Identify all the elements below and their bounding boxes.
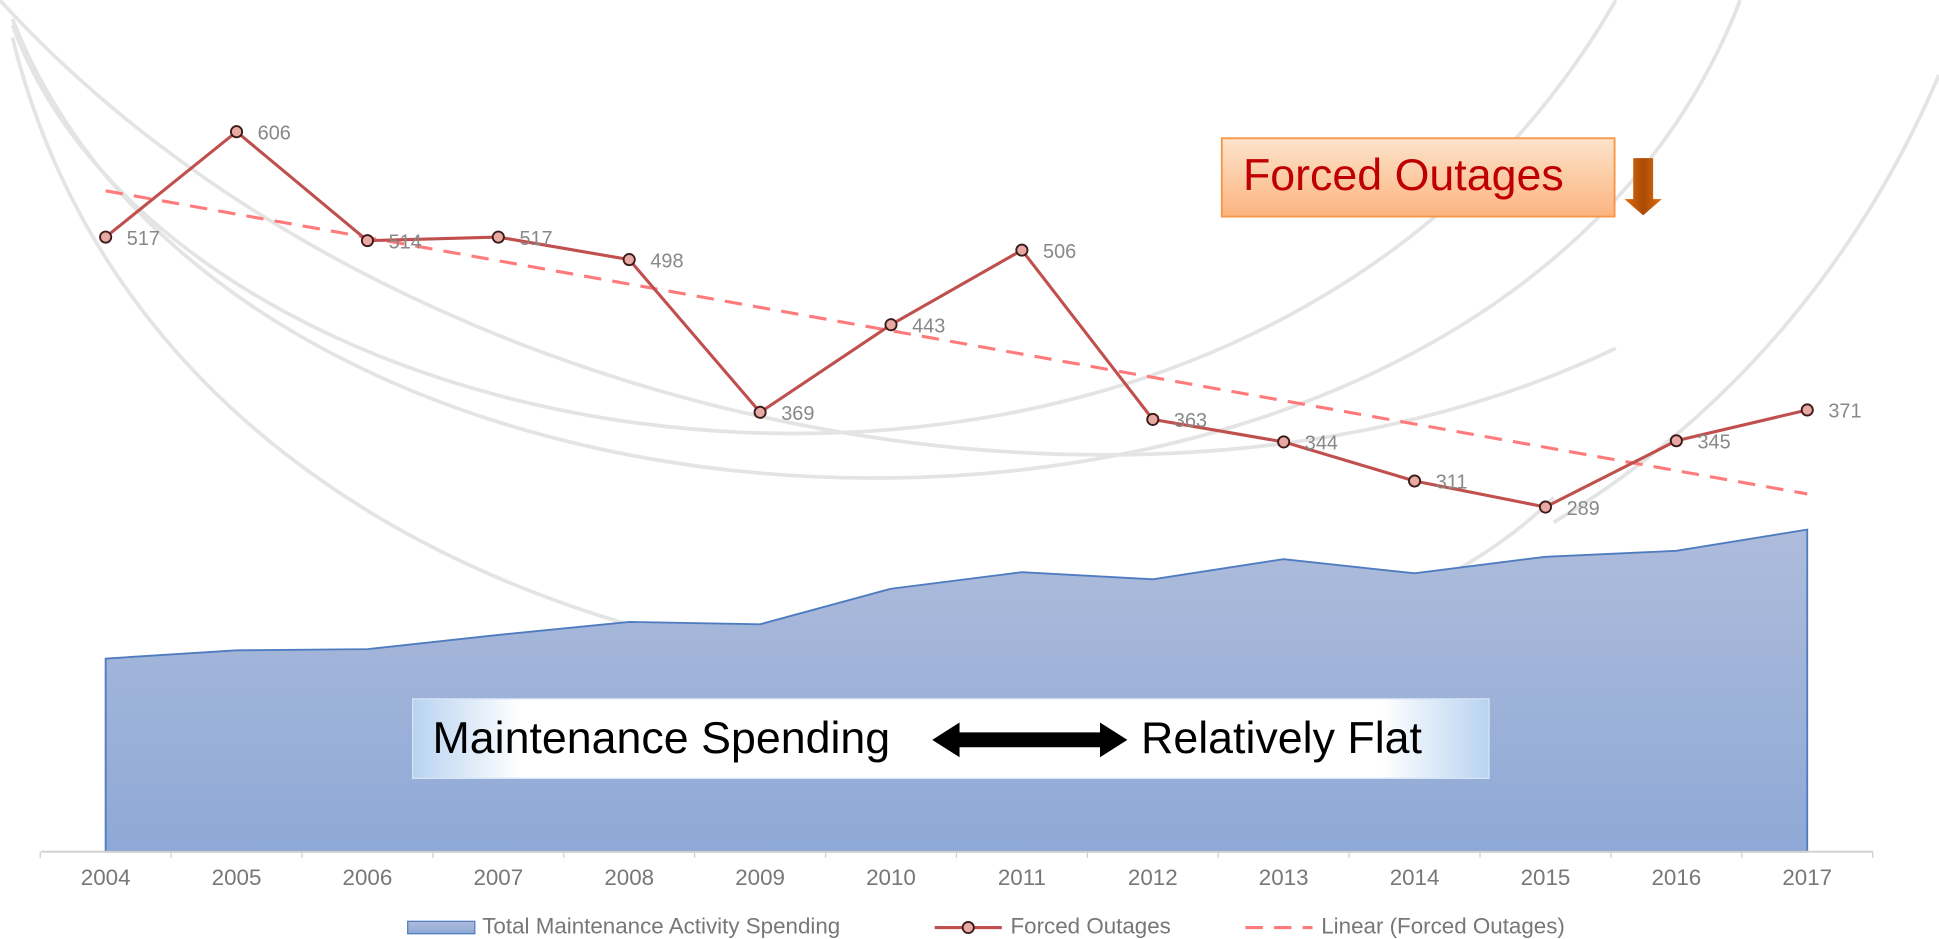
legend-swatch xyxy=(407,920,476,935)
callout-text: Relatively Flat xyxy=(1141,713,1422,763)
data-label: 498 xyxy=(650,250,683,272)
marker xyxy=(1146,412,1160,426)
marker xyxy=(622,253,636,267)
x-tick-label: 2010 xyxy=(866,865,916,890)
forced-outages-callout: Forced Outages xyxy=(1220,137,1662,218)
x-tick-label: 2008 xyxy=(604,865,654,890)
marker xyxy=(1669,434,1683,448)
data-label: 371 xyxy=(1828,401,1861,423)
x-tick-label: 2016 xyxy=(1651,865,1701,890)
marker xyxy=(491,230,505,244)
legend-label: Total Maintenance Activity Spending xyxy=(482,913,840,938)
x-tick-label: 2004 xyxy=(81,865,131,890)
marker xyxy=(230,125,244,139)
data-label: 289 xyxy=(1567,498,1600,520)
x-tick-label: 2015 xyxy=(1521,865,1571,890)
data-label: 606 xyxy=(258,122,291,144)
marker xyxy=(1538,500,1552,514)
x-tick-label: 2009 xyxy=(735,865,785,890)
data-label: 517 xyxy=(127,228,160,250)
marker xyxy=(1277,435,1291,449)
data-label: 363 xyxy=(1174,410,1207,432)
data-label: 514 xyxy=(389,231,422,253)
marker xyxy=(99,230,113,244)
data-label: 517 xyxy=(519,228,552,250)
x-tick-label: 2012 xyxy=(1128,865,1178,890)
spending-callout: Maintenance Spending Relatively Flat xyxy=(412,698,1490,779)
x-tick-label: 2017 xyxy=(1782,865,1832,890)
data-label: 369 xyxy=(781,403,814,425)
callout-text: Maintenance Spending xyxy=(433,713,891,763)
marker xyxy=(1408,474,1422,488)
legend-label: Forced Outages xyxy=(1011,913,1171,938)
marker xyxy=(1800,403,1814,417)
callout-box xyxy=(1220,137,1616,218)
x-tick-label: 2011 xyxy=(998,865,1046,890)
line xyxy=(104,129,1808,509)
data-label: 344 xyxy=(1305,433,1338,455)
x-tick-label: 2007 xyxy=(473,865,523,890)
area xyxy=(104,528,1809,853)
data-label: 443 xyxy=(912,315,945,337)
x-tick-label: 2013 xyxy=(1259,865,1309,890)
data-label: 345 xyxy=(1697,431,1730,453)
double-arrow xyxy=(932,722,1128,758)
x-tick-label: 2005 xyxy=(212,865,262,890)
marker xyxy=(884,318,898,332)
legend-label: Linear (Forced Outages) xyxy=(1321,913,1565,938)
marker xyxy=(1015,243,1029,257)
x-tick-label: 2014 xyxy=(1390,865,1440,890)
marker xyxy=(360,234,374,248)
legend-swatch xyxy=(961,921,975,935)
x-tick-label: 2006 xyxy=(343,865,393,890)
callout-text: Forced Outages xyxy=(1243,150,1564,200)
down-arrow xyxy=(1624,158,1662,216)
marker xyxy=(753,405,767,419)
data-label: 311 xyxy=(1436,472,1468,494)
data-label: 506 xyxy=(1043,241,1076,263)
